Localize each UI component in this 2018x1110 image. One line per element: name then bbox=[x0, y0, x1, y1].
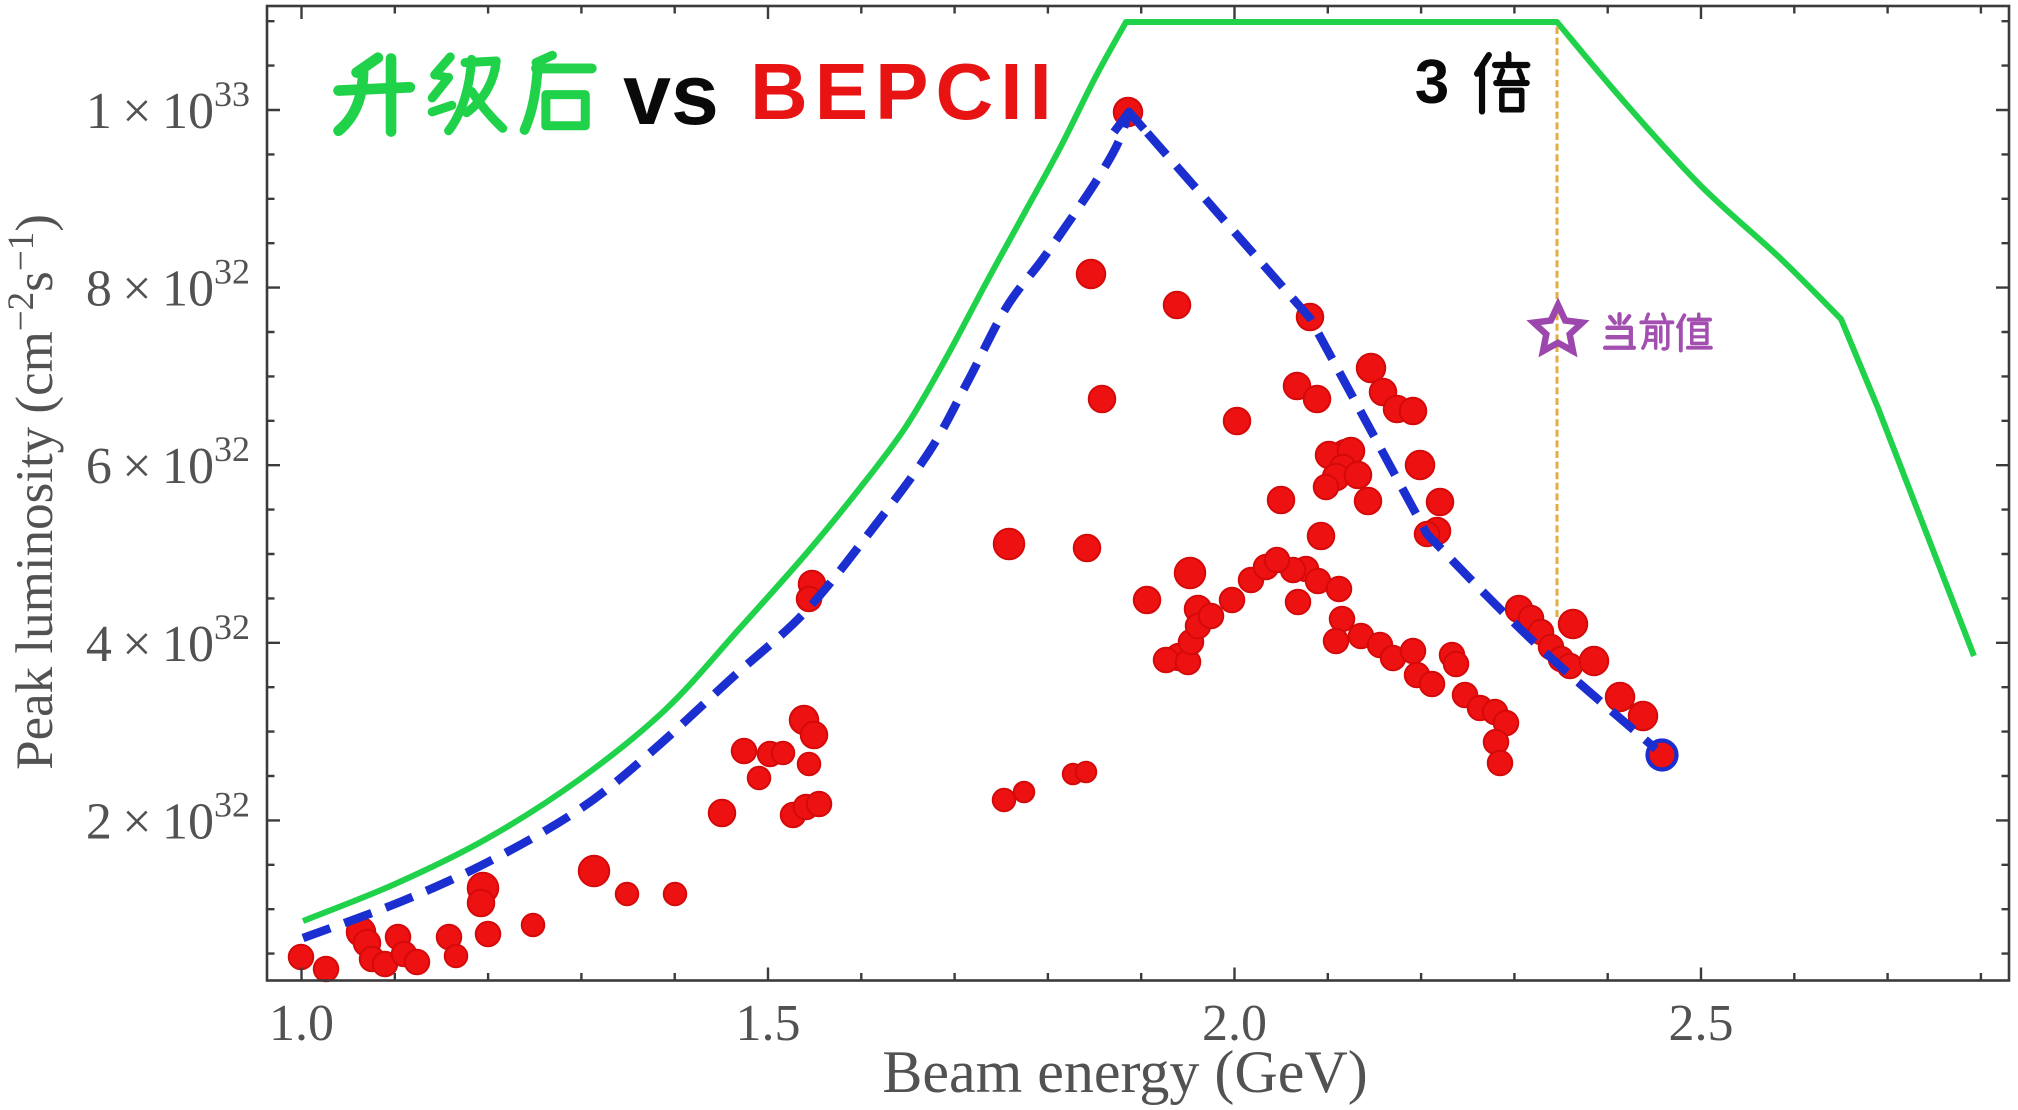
svg-text:Peak luminosity (cm−2s−1): Peak luminosity (cm−2s−1) bbox=[1, 214, 64, 770]
svg-text:2.0: 2.0 bbox=[1202, 995, 1267, 1052]
svg-text:1.5: 1.5 bbox=[736, 995, 801, 1052]
svg-text:1.0: 1.0 bbox=[269, 995, 334, 1052]
svg-text:4 × 1032: 4 × 1032 bbox=[86, 607, 250, 673]
svg-text:2.5: 2.5 bbox=[1669, 995, 1734, 1052]
svg-text:Beam energy (GeV): Beam energy (GeV) bbox=[882, 1039, 1367, 1105]
svg-text:BEPCII: BEPCII bbox=[750, 47, 1059, 136]
svg-text:vs: vs bbox=[623, 47, 719, 143]
svg-text:6 × 1032: 6 × 1032 bbox=[86, 429, 250, 495]
svg-text:3: 3 bbox=[1415, 48, 1449, 117]
